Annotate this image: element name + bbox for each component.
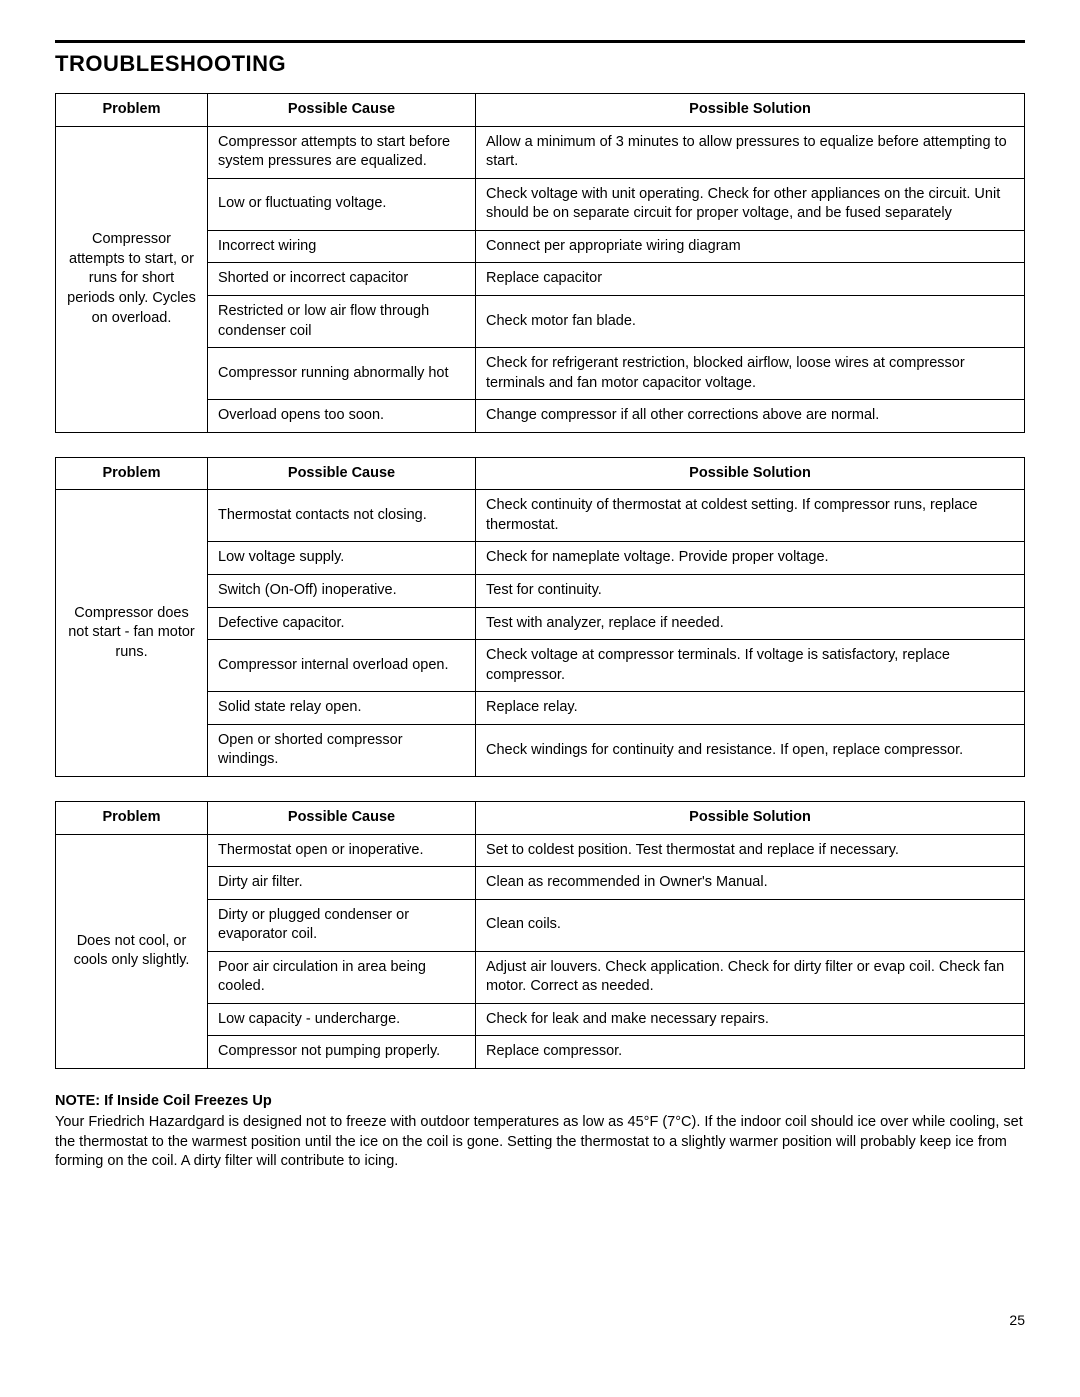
tables-container: ProblemPossible CausePossible SolutionCo… bbox=[55, 93, 1025, 1069]
table-row: Compressor attempts to start, or runs fo… bbox=[56, 126, 1025, 178]
page-number: 25 bbox=[55, 1312, 1025, 1328]
problem-cell: Compressor does not start - fan motor ru… bbox=[56, 490, 208, 777]
solution-cell: Set to coldest position. Test thermostat… bbox=[476, 834, 1025, 867]
cause-cell: Compressor not pumping properly. bbox=[208, 1036, 476, 1069]
solution-cell: Check voltage at compressor terminals. I… bbox=[476, 640, 1025, 692]
cause-cell: Thermostat open or inoperative. bbox=[208, 834, 476, 867]
solution-cell: Check for leak and make necessary repair… bbox=[476, 1003, 1025, 1036]
solution-cell: Adjust air louvers. Check application. C… bbox=[476, 951, 1025, 1003]
cause-cell: Compressor running abnormally hot bbox=[208, 348, 476, 400]
table-row: Compressor does not start - fan motor ru… bbox=[56, 490, 1025, 542]
cause-cell: Poor air circulation in area being coole… bbox=[208, 951, 476, 1003]
column-header: Problem bbox=[56, 457, 208, 490]
cause-cell: Overload opens too soon. bbox=[208, 400, 476, 433]
column-header: Problem bbox=[56, 94, 208, 127]
solution-cell: Check motor fan blade. bbox=[476, 295, 1025, 347]
cause-cell: Shorted or incorrect capacitor bbox=[208, 263, 476, 296]
table-row: Does not cool, or cools only slightly.Th… bbox=[56, 834, 1025, 867]
solution-cell: Replace relay. bbox=[476, 692, 1025, 725]
column-header: Problem bbox=[56, 801, 208, 834]
column-header: Possible Solution bbox=[476, 801, 1025, 834]
cause-cell: Switch (On-Off) inoperative. bbox=[208, 575, 476, 608]
solution-cell: Check for nameplate voltage. Provide pro… bbox=[476, 542, 1025, 575]
troubleshooting-table: ProblemPossible CausePossible SolutionCo… bbox=[55, 457, 1025, 777]
cause-cell: Solid state relay open. bbox=[208, 692, 476, 725]
solution-cell: Replace compressor. bbox=[476, 1036, 1025, 1069]
solution-cell: Clean coils. bbox=[476, 899, 1025, 951]
column-header: Possible Cause bbox=[208, 94, 476, 127]
cause-cell: Defective capacitor. bbox=[208, 607, 476, 640]
column-header: Possible Cause bbox=[208, 457, 476, 490]
column-header: Possible Solution bbox=[476, 94, 1025, 127]
cause-cell: Open or shorted compressor windings. bbox=[208, 724, 476, 776]
cause-cell: Low or fluctuating voltage. bbox=[208, 178, 476, 230]
cause-cell: Dirty air filter. bbox=[208, 867, 476, 900]
note-heading: NOTE: If Inside Coil Freezes Up bbox=[55, 1093, 1025, 1109]
solution-cell: Clean as recommended in Owner's Manual. bbox=[476, 867, 1025, 900]
cause-cell: Incorrect wiring bbox=[208, 230, 476, 263]
column-header: Possible Solution bbox=[476, 457, 1025, 490]
troubleshooting-table: ProblemPossible CausePossible SolutionDo… bbox=[55, 801, 1025, 1069]
solution-cell: Test for continuity. bbox=[476, 575, 1025, 608]
cause-cell: Compressor internal overload open. bbox=[208, 640, 476, 692]
problem-cell: Does not cool, or cools only slightly. bbox=[56, 834, 208, 1069]
cause-cell: Dirty or plugged condenser or evaporator… bbox=[208, 899, 476, 951]
page-heading: TROUBLESHOOTING bbox=[55, 51, 1025, 77]
top-rule bbox=[55, 40, 1025, 43]
solution-cell: Change compressor if all other correctio… bbox=[476, 400, 1025, 433]
cause-cell: Restricted or low air flow through conde… bbox=[208, 295, 476, 347]
note-body: Your Friedrich Hazardgard is designed no… bbox=[55, 1113, 1025, 1172]
solution-cell: Replace capacitor bbox=[476, 263, 1025, 296]
solution-cell: Check windings for continuity and resist… bbox=[476, 724, 1025, 776]
cause-cell: Low capacity - undercharge. bbox=[208, 1003, 476, 1036]
troubleshooting-table: ProblemPossible CausePossible SolutionCo… bbox=[55, 93, 1025, 433]
solution-cell: Check voltage with unit operating. Check… bbox=[476, 178, 1025, 230]
column-header: Possible Cause bbox=[208, 801, 476, 834]
solution-cell: Connect per appropriate wiring diagram bbox=[476, 230, 1025, 263]
cause-cell: Thermostat contacts not closing. bbox=[208, 490, 476, 542]
cause-cell: Low voltage supply. bbox=[208, 542, 476, 575]
solution-cell: Test with analyzer, replace if needed. bbox=[476, 607, 1025, 640]
problem-cell: Compressor attempts to start, or runs fo… bbox=[56, 126, 208, 432]
cause-cell: Compressor attempts to start before syst… bbox=[208, 126, 476, 178]
solution-cell: Allow a minimum of 3 minutes to allow pr… bbox=[476, 126, 1025, 178]
solution-cell: Check for refrigerant restriction, block… bbox=[476, 348, 1025, 400]
solution-cell: Check continuity of thermostat at coldes… bbox=[476, 490, 1025, 542]
